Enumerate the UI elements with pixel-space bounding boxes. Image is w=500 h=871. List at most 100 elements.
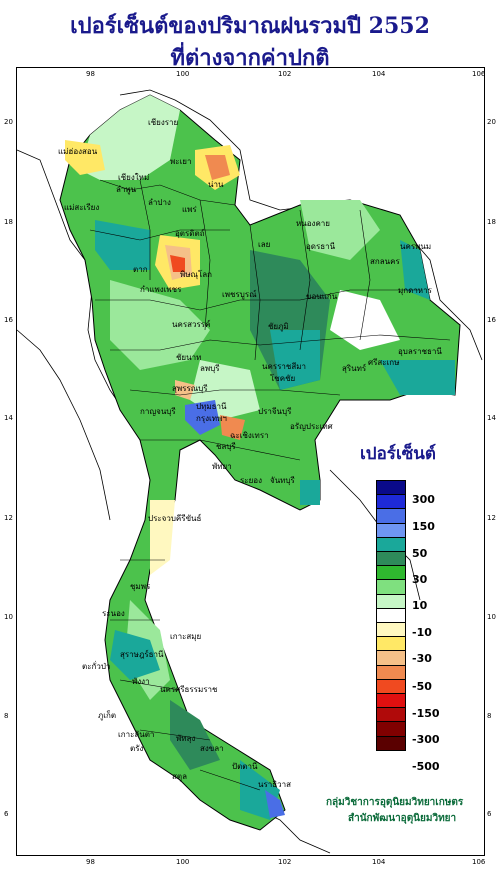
province-label: เกาะสมุย bbox=[170, 632, 202, 641]
province-label: กาญจนบุรี bbox=[140, 407, 176, 416]
y-tick-left: 8 bbox=[4, 712, 9, 720]
y-tick-right: 12 bbox=[487, 514, 496, 522]
province-label: ชุมพร bbox=[130, 582, 151, 591]
x-tick-top: 100 bbox=[176, 70, 190, 78]
x-tick-top: 106 bbox=[472, 70, 486, 78]
province-label: แพร่ bbox=[182, 205, 197, 214]
legend-swatch bbox=[376, 565, 406, 581]
province-label: ชัยภูมิ bbox=[268, 322, 289, 331]
province-label: ขอนแก่น bbox=[306, 292, 338, 301]
legend-label: -300 bbox=[412, 733, 440, 746]
province-label: จันทบุรี bbox=[270, 476, 295, 485]
map-title-line1: เปอร์เซ็นต์ของปริมาณฝนรวมปี 2552 bbox=[70, 13, 430, 39]
y-tick-left: 20 bbox=[4, 118, 13, 126]
legend-swatch bbox=[376, 664, 406, 680]
legend-swatch bbox=[376, 693, 406, 709]
legend-swatch bbox=[376, 721, 406, 737]
province-label: สุราษฎร์ธานี bbox=[120, 650, 164, 659]
legend-swatch bbox=[376, 650, 406, 666]
province-label: เชียงราย bbox=[148, 118, 179, 127]
province-label: ลำปาง bbox=[148, 198, 171, 207]
x-tick-top: 98 bbox=[86, 70, 95, 78]
province-label: นครสวรรค์ bbox=[172, 320, 211, 329]
x-tick-top: 104 bbox=[372, 70, 386, 78]
province-label: ระนอง bbox=[102, 609, 125, 618]
legend-label: 10 bbox=[412, 599, 428, 612]
province-label: พัทยา bbox=[212, 462, 232, 471]
province-label: ภูเก็ต bbox=[98, 711, 117, 720]
y-tick-right: 16 bbox=[487, 316, 496, 324]
province-label: สตูล bbox=[172, 772, 187, 781]
province-label: ตรัง bbox=[130, 744, 144, 753]
y-tick-right: 10 bbox=[487, 613, 496, 621]
x-tick-bottom: 102 bbox=[278, 858, 292, 866]
province-label: กำแพงเพชร bbox=[140, 285, 182, 294]
province-label: ตะกั่วป่า bbox=[82, 662, 111, 671]
legend-label: 300 bbox=[412, 493, 435, 506]
y-tick-right: 18 bbox=[487, 218, 496, 226]
legend-title: เปอร์เซ็นต์ bbox=[360, 444, 436, 464]
legend-swatch bbox=[376, 678, 406, 694]
province-label: ตาก bbox=[133, 265, 148, 274]
thailand-shape bbox=[59, 94, 461, 831]
province-label: ลพบุรี bbox=[200, 364, 220, 373]
province-label: อุตรดิตถ์ bbox=[175, 229, 205, 238]
province-label: พิษณุโลก bbox=[180, 270, 213, 279]
legend-swatch bbox=[376, 735, 406, 751]
province-label: ปทุมธานี bbox=[196, 402, 227, 411]
y-tick-left: 6 bbox=[4, 810, 9, 818]
x-tick-bottom: 104 bbox=[372, 858, 386, 866]
province-label: พะเยา bbox=[170, 157, 192, 166]
legend-swatch bbox=[376, 707, 406, 723]
legend-swatch bbox=[376, 494, 406, 510]
province-label: ฉะเชิงเทรา bbox=[230, 431, 269, 440]
x-tick-bottom: 100 bbox=[176, 858, 190, 866]
province-label: ชัยนาท bbox=[176, 353, 202, 362]
province-label: มุกดาหาร bbox=[398, 286, 432, 295]
legend-label: 30 bbox=[412, 573, 428, 586]
x-tick-bottom: 106 bbox=[472, 858, 486, 866]
y-tick-right: 8 bbox=[487, 712, 492, 720]
legend-swatch bbox=[376, 607, 406, 623]
legend-label: -500 bbox=[412, 760, 440, 773]
province-label: กรุงเทพฯ bbox=[196, 414, 227, 423]
province-borders bbox=[89, 179, 451, 791]
y-tick-left: 12 bbox=[4, 514, 13, 522]
y-tick-left: 16 bbox=[4, 316, 13, 324]
legend-label: -50 bbox=[412, 680, 432, 693]
province-label: หนองคาย bbox=[296, 219, 330, 228]
province-label: แม่ฮ่องสอน bbox=[58, 147, 98, 156]
province-label: ประจวบคีรีขันธ์ bbox=[148, 514, 202, 523]
credit-line2: สำนักพัฒนาอุตุนิยมวิทยา bbox=[348, 813, 457, 824]
province-label: ปัตตานี bbox=[232, 762, 258, 771]
province-label: โชคชัย bbox=[270, 374, 296, 383]
province-label: อุดรธานี bbox=[306, 242, 336, 251]
map-frame bbox=[16, 67, 485, 856]
credit-line1: กลุ่มวิชาการอุตุนิยมวิทยาเกษตร bbox=[326, 797, 464, 808]
province-label: อรัญประเทศ bbox=[290, 422, 333, 431]
legend-swatch bbox=[376, 551, 406, 567]
province-label: แม่สะเรียง bbox=[64, 203, 100, 212]
y-tick-left: 10 bbox=[4, 613, 13, 621]
legend-swatch bbox=[376, 579, 406, 595]
legend-swatch bbox=[376, 593, 406, 609]
province-label: เชียงใหม่ bbox=[118, 173, 150, 182]
y-tick-left: 14 bbox=[4, 414, 13, 422]
province-label: ลำพูน bbox=[116, 185, 137, 194]
x-tick-top: 102 bbox=[278, 70, 292, 78]
y-tick-left: 18 bbox=[4, 218, 13, 226]
legend-label: -30 bbox=[412, 652, 432, 665]
province-label: สกลนคร bbox=[370, 257, 400, 266]
legend-swatch bbox=[376, 536, 406, 552]
province-label: นครศรีธรรมราช bbox=[160, 685, 218, 694]
province-label: สงขลา bbox=[200, 744, 224, 753]
y-tick-right: 14 bbox=[487, 414, 496, 422]
y-tick-right: 20 bbox=[487, 118, 496, 126]
province-label: เพชรบูรณ์ bbox=[222, 290, 257, 299]
x-tick-bottom: 98 bbox=[86, 858, 95, 866]
province-label: สุพรรณบุรี bbox=[172, 384, 208, 393]
legend-swatch bbox=[376, 636, 406, 652]
province-label: ศรีสะเกษ bbox=[368, 358, 400, 367]
province-label: ระยอง bbox=[240, 476, 262, 485]
